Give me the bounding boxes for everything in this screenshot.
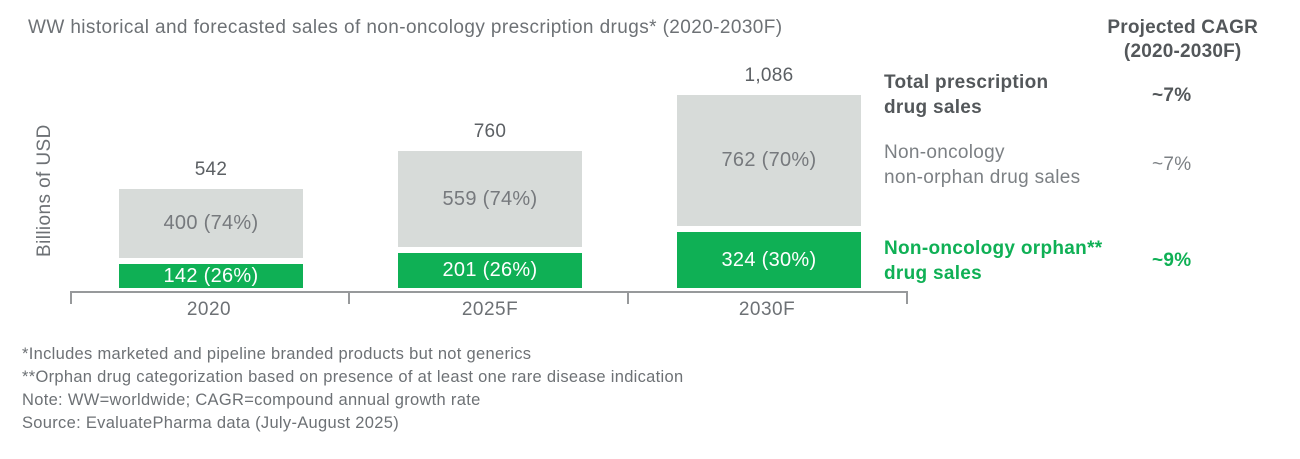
x-axis-tick xyxy=(348,291,350,304)
x-axis-tick xyxy=(627,291,629,304)
cagr-value-total: ~7% xyxy=(1152,85,1192,106)
bar-segment: 559 (74%) xyxy=(398,151,582,247)
cagr-column-header: Projected CAGR (2020-2030F) xyxy=(1107,17,1258,62)
x-tick-label-2025f: 2025F xyxy=(461,299,519,320)
footnote-orphan: **Orphan drug categorization based on pr… xyxy=(22,368,684,386)
footnote-source: Source: EvaluatePharma data (July-August… xyxy=(22,414,400,432)
chart-title: WW historical and forecasted sales of no… xyxy=(28,17,783,38)
bar-total-label: 760 xyxy=(473,121,507,142)
x-axis-line xyxy=(70,291,908,293)
cagr-value-non-orphan: ~7% xyxy=(1152,154,1192,175)
footnote-generics: *Includes marketed and pipeline branded … xyxy=(22,345,532,363)
x-axis-tick xyxy=(70,291,72,304)
y-axis-label: Billions of USD xyxy=(34,124,55,257)
footnote-note: Note: WW=worldwide; CAGR=compound annual… xyxy=(22,391,481,409)
bar-segment: 201 (26%) xyxy=(398,253,582,288)
legend-orphan: Non-oncology orphan** drug sales xyxy=(884,238,1103,284)
x-axis-tick xyxy=(906,291,908,304)
bar-segment: 142 (26%) xyxy=(119,264,303,288)
stacked-bar-2030f: 1,086 762 (70%) 324 (30%) xyxy=(677,65,861,288)
footnotes: *Includes marketed and pipeline branded … xyxy=(22,343,683,435)
bar-total-label: 542 xyxy=(194,159,228,180)
stacked-bar-2025f: 760 559 (74%) 201 (26%) xyxy=(398,121,582,288)
cagr-value-orphan: ~9% xyxy=(1152,250,1192,271)
stacked-bar-2020: 542 400 (74%) 142 (26%) xyxy=(119,159,303,288)
bar-segment: 400 (74%) xyxy=(119,189,303,258)
bar-segment: 762 (70%) xyxy=(677,95,861,226)
x-tick-label-2030f: 2030F xyxy=(738,299,796,320)
legend-non-orphan: Non-oncology non-orphan drug sales xyxy=(884,142,1081,188)
bar-total-label: 1,086 xyxy=(744,65,794,86)
x-tick-label-2020: 2020 xyxy=(186,299,232,320)
bar-segment: 324 (30%) xyxy=(677,232,861,288)
legend-total-prescription: Total prescription drug sales xyxy=(884,72,1049,118)
